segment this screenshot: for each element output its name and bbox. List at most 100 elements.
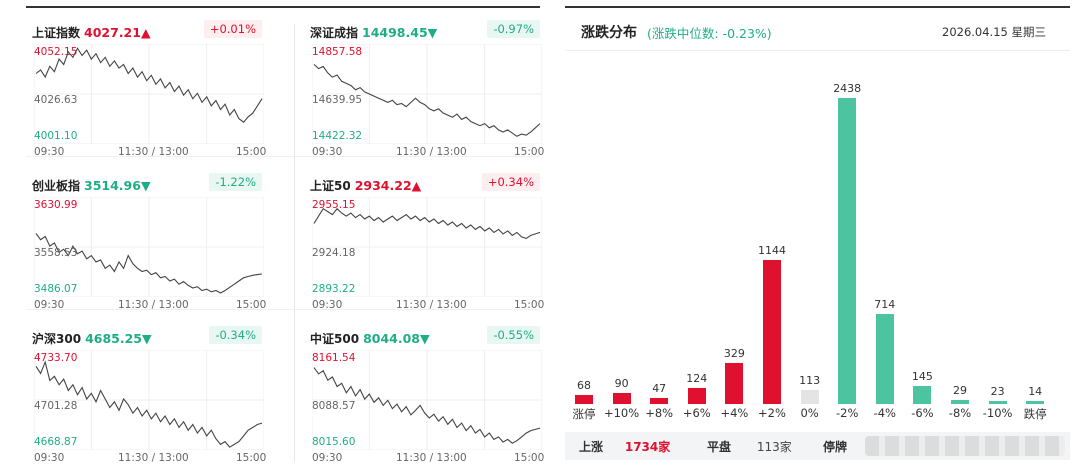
bar[interactable] [800,390,819,404]
bar[interactable] [838,98,857,404]
category-label: +10% [603,406,640,420]
index-value-number: 4027.21 [84,25,141,40]
intraday-chart [34,44,264,144]
category-label: +6% [682,406,711,420]
index-value: 4027.21▲ [84,25,151,40]
index-change: +0.34% [481,173,540,191]
index-value-number: 8044.08 [363,331,420,346]
bar-value-label: 124 [686,372,708,385]
y-mid-label: 3558.53 [34,247,78,259]
y-low-label: 14422.32 [312,130,363,142]
bar[interactable] [687,388,706,404]
distribution-bar-chart: 68 涨停 90 +10% 47 +8% 124 +6% 329 +4% 1144 +2% 113 0% 2… [565,6,1070,468]
index-panel[interactable]: 中证500 8044.08▼ -0.55% 8161.54 8088.57 8015.60… [304,318,544,470]
down-arrow-icon: ▼ [142,331,152,346]
summary-up-value: 1734家 [624,440,671,454]
summary-flat-value: 113家 [756,440,792,454]
index-value: 8044.08▼ [363,331,430,346]
y-mid-label: 8088.57 [312,400,356,412]
x-tick-label: 15:00 [236,299,267,311]
index-change: -0.34% [209,326,262,344]
price-line [35,360,263,448]
x-tick-label: 15:00 [236,452,267,464]
index-panels: 上证指数 4027.21▲ +0.01% 4052.15 4026.63 4001.10 0… [26,6,544,470]
bar[interactable] [988,401,1007,404]
x-tick-label: 15:00 [514,452,545,464]
index-change: -1.22% [209,173,262,191]
y-low-label: 3486.07 [34,283,78,295]
bar[interactable] [763,260,781,404]
panel-header: 沪深300 4685.25▼ -0.34% [32,326,262,348]
index-panel[interactable]: 创业板指 3514.96▼ -1.22% 3630.99 3558.53 3486.07 0… [26,165,266,317]
down-arrow-icon: ▼ [420,331,430,346]
price-line [313,63,541,137]
y-mid-label: 4701.28 [34,400,78,412]
index-change: -0.55% [487,326,540,344]
index-value: 2934.22▲ [355,178,422,193]
y-high-label: 14857.58 [312,46,363,58]
category-label: -8% [948,406,972,420]
price-line [35,233,263,294]
bar[interactable] [875,314,894,404]
x-tick-label: 09:30 [34,452,65,464]
bar[interactable] [650,398,669,404]
y-high-label: 4052.15 [34,46,78,58]
down-arrow-icon: ▼ [427,25,438,40]
intraday-chart [312,197,542,297]
price-line [313,207,541,240]
bar[interactable] [725,363,744,404]
summary-bar: 上涨 1734家 平盘 113家 停牌 [565,432,1070,460]
intraday-chart [312,44,542,144]
index-panel[interactable]: 上证指数 4027.21▲ +0.01% 4052.15 4026.63 4001.10 0… [26,12,266,164]
y-high-label: 3630.99 [34,199,78,211]
index-panel[interactable]: 沪深300 4685.25▼ -0.34% 4733.70 4701.28 4668.87… [26,318,266,470]
intraday-chart [312,350,542,450]
index-value: 3514.96▼ [84,178,151,193]
summary-flat-label: 平盘 [707,440,732,454]
up-arrow-icon: ▲ [140,25,151,40]
category-label: 跌停 [1023,407,1047,421]
x-tick-label: 09:30 [312,146,343,158]
row-divider [26,309,540,310]
panel-header: 上证50 2934.22▲ +0.34% [310,173,540,195]
index-panel[interactable]: 上证50 2934.22▲ +0.34% 2955.15 2924.18 2893.22 0… [304,165,544,317]
row-divider [26,156,540,157]
x-tick-label: 09:30 [34,299,65,311]
panel-header: 深证成指 14498.45▼ -0.97% [310,20,540,42]
index-value: 14498.45▼ [362,25,437,40]
panel-header: 上证指数 4027.21▲ +0.01% [32,20,262,42]
price-line [35,47,263,123]
bar[interactable] [951,400,969,404]
bar[interactable] [1026,401,1045,404]
index-name: 上证指数 [32,26,81,40]
y-low-label: 8015.60 [312,436,356,448]
bar-value-label: 23 [990,385,1005,398]
y-high-label: 2955.15 [312,199,356,211]
category-label: -4% [873,406,896,420]
summary-halt-label: 停牌 [823,440,848,454]
index-value: 4685.25▼ [85,331,152,346]
index-value-number: 3514.96 [84,178,141,193]
bar[interactable] [913,386,932,404]
bar-value-label: 47 [652,382,667,395]
category-label: +4% [720,406,749,420]
bar[interactable] [612,393,631,404]
up-arrow-icon: ▲ [411,178,422,193]
bar[interactable] [575,395,593,404]
x-tick-label: 09:30 [312,299,343,311]
index-change: -0.97% [487,20,540,38]
index-panel[interactable]: 深证成指 14498.45▼ -0.97% 14857.58 14639.95 14422… [304,12,544,164]
dist-subtitle: (涨跌中位数: -0.23%) [647,26,772,41]
price-line [313,367,541,444]
bar-value-label: 113 [799,374,821,387]
bar-value-label: 14 [1028,385,1043,398]
summary-up: 上涨 1734家 [579,438,670,455]
dist-title: 涨跌分布 [581,25,637,41]
intraday-chart [34,197,264,297]
top-border [26,6,540,8]
bar-value-label: 90 [614,377,629,390]
y-high-label: 8161.54 [312,352,356,364]
x-tick-label: 11:30 / 13:00 [396,452,467,464]
top-border [565,6,1070,8]
category-label: +2% [758,406,786,420]
